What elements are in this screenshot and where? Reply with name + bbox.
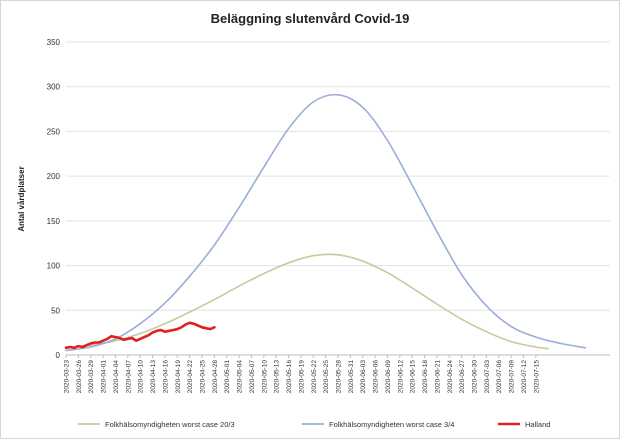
y-tick-label: 300 [47, 83, 61, 92]
x-tick-label: 2020-07-12 [521, 360, 528, 394]
x-tick-label: 2020-05-16 [286, 360, 293, 394]
x-tick-label: 2020-06-15 [410, 360, 417, 394]
legend-label: Folkhälsomyndigheten worst case 3/4 [329, 420, 454, 429]
x-tick-label: 2020-05-13 [274, 360, 281, 394]
x-tick-label: 2020-05-10 [261, 360, 268, 394]
legend: Folkhälsomyndigheten worst case 20/3 Folk… [78, 420, 550, 429]
x-tick-label: 2020-05-19 [298, 360, 305, 394]
x-tick-label: 2020-04-07 [125, 360, 132, 394]
x-tick-label: 2020-04-13 [150, 360, 157, 394]
y-tick-label: 0 [56, 351, 61, 360]
legend-label: Folkhälsomyndigheten worst case 20/3 [105, 420, 235, 429]
series-line-2 [65, 93, 587, 352]
x-tick-label: 2020-05-22 [311, 360, 318, 394]
y-tick-labels: 0 50 100 150 200 250 300 350 [47, 38, 61, 360]
x-tick-label: 2020-06-24 [447, 360, 454, 394]
y-axis-label: Antal vårdplatser [17, 166, 26, 231]
x-tick-label: 2020-06-18 [422, 360, 429, 394]
x-tick-label: 2020-07-06 [496, 360, 503, 394]
x-tick-label: 2020-06-09 [385, 360, 392, 394]
x-tick-label: 2020-06-27 [459, 360, 466, 394]
x-tick-labels: 2020-03-23 2020-03-26 2020-03-29 2020-04-01… [64, 355, 540, 394]
y-tick-label: 200 [47, 172, 61, 181]
x-tick-label: 2020-05-25 [323, 360, 330, 394]
x-tick-label: 2020-04-10 [138, 360, 145, 394]
y-tick-label: 250 [47, 127, 61, 136]
x-tick-label: 2020-04-28 [212, 360, 219, 394]
x-tick-label: 2020-07-03 [484, 360, 491, 394]
x-tick-label: 2020-06-21 [434, 360, 441, 394]
y-tick-label: 350 [47, 38, 61, 47]
y-tick-label: 150 [47, 217, 61, 226]
series-lines [64, 93, 587, 352]
x-tick-label: 2020-07-15 [533, 360, 540, 394]
x-tick-label: 2020-04-16 [162, 360, 169, 394]
x-tick-label: 2020-05-07 [249, 360, 256, 394]
y-tick-label: 100 [47, 262, 61, 271]
x-tick-label: 2020-03-29 [88, 360, 95, 394]
series-line-1 [65, 253, 549, 350]
x-tick-label: 2020-04-25 [200, 360, 207, 394]
x-tick-label: 2020-04-22 [187, 360, 194, 394]
x-tick-label: 2020-06-03 [360, 360, 367, 394]
x-tick-label: 2020-06-06 [373, 360, 380, 394]
x-tick-label: 2020-07-09 [509, 360, 516, 394]
x-tick-label: 2020-03-23 [64, 360, 71, 394]
y-tick-label: 50 [51, 306, 60, 315]
x-tick-label: 2020-05-31 [348, 360, 355, 394]
x-tick-label: 2020-03-26 [76, 360, 83, 394]
x-tick-label: 2020-05-28 [336, 360, 343, 394]
x-tick-label: 2020-04-19 [175, 360, 182, 394]
chart-title: Beläggning slutenvård Covid-19 [211, 11, 410, 26]
x-tick-label: 2020-04-01 [101, 360, 108, 394]
x-tick-label: 2020-05-01 [224, 360, 231, 394]
x-tick-label: 2020-04-04 [113, 360, 120, 394]
series-line-3 [64, 321, 216, 350]
x-tick-label: 2020-06-30 [472, 360, 479, 394]
x-tick-label: 2020-06-12 [397, 360, 404, 394]
legend-label: Halland [525, 420, 550, 429]
x-tick-label: 2020-05-04 [237, 360, 244, 394]
